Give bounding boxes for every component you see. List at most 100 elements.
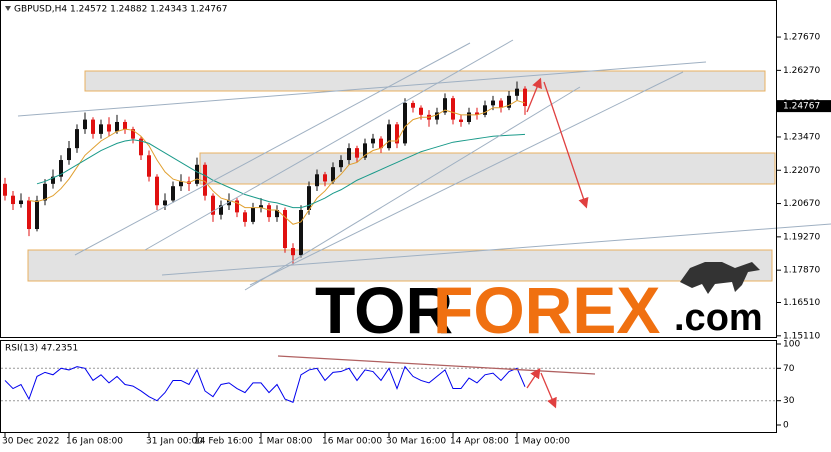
candle-body — [283, 209, 287, 249]
candle-body — [3, 183, 7, 196]
moving-average — [28, 100, 526, 225]
candle-body — [515, 88, 519, 96]
candle-body — [395, 124, 399, 144]
trend-line — [249, 71, 684, 286]
y-tick-label: 1.15110 — [783, 331, 820, 341]
candle-body — [435, 112, 439, 120]
x-tick-label: 14 Apr 08:00 — [450, 437, 509, 447]
candle-body — [331, 167, 335, 182]
candle-body — [67, 148, 71, 161]
candle-body — [211, 195, 215, 215]
x-tick-label: 1 Mar 08:00 — [258, 437, 313, 447]
y-tick-label: 70 — [783, 364, 795, 374]
arrow-up — [526, 77, 542, 113]
rsi-arrow-down — [540, 372, 557, 409]
candle-body — [403, 102, 407, 144]
watermark-forex: FOREX — [433, 273, 660, 347]
candle-body — [59, 160, 63, 177]
y-tick-label: 100 — [783, 340, 800, 350]
candle-body — [475, 112, 479, 115]
candle-body — [411, 102, 415, 108]
candle-body — [219, 205, 223, 215]
y-tick-label: 1.22070 — [783, 166, 820, 176]
rsi-line — [4, 365, 526, 403]
y-tick-label: 1.19270 — [783, 232, 820, 242]
candle-body — [507, 95, 511, 108]
support-zone — [27, 249, 773, 282]
candle-body — [155, 176, 159, 206]
price-box — [777, 100, 831, 113]
candle-body — [275, 209, 279, 218]
candle-body — [451, 98, 455, 120]
x-tick-label: 16 Jan 08:00 — [66, 437, 123, 447]
candle-body — [291, 248, 295, 256]
candle-body — [107, 124, 111, 132]
x-tick-label: 31 Jan 00:00 — [146, 437, 203, 447]
y-tick-label: 30 — [783, 396, 795, 406]
candle-body — [315, 174, 319, 187]
candle-body — [91, 119, 95, 134]
candle-body — [363, 143, 367, 158]
y-tick-label: 1.16510 — [783, 298, 820, 308]
trend-line — [17, 61, 707, 117]
candle-body — [339, 160, 343, 168]
y-tick-label: 1.27670 — [783, 33, 820, 43]
x-tick-label: 30 Dec 2022 — [2, 437, 60, 447]
y-tick-label: 0 — [783, 421, 789, 431]
chart-title: GBPUSD,H4 1.24572 1.24882 1.24343 1.2476… — [14, 5, 227, 15]
y-tick-label: 1.26270 — [783, 66, 820, 76]
trend-line — [244, 86, 581, 291]
candle-body — [243, 212, 247, 222]
trend-line — [161, 223, 831, 276]
x-tick-label: 1 May 00:00 — [514, 437, 570, 447]
moving-average — [36, 133, 526, 209]
y-tick-label: 1.17870 — [783, 266, 820, 276]
candle-body — [123, 121, 127, 130]
y-tick-label: 1.23470 — [783, 132, 820, 142]
candle-body — [371, 138, 375, 144]
trend-line — [144, 39, 514, 251]
arrow-down — [543, 81, 589, 209]
rsi-frame — [0, 340, 777, 433]
candle-body — [147, 155, 151, 177]
candle-body — [179, 181, 183, 187]
forecast-arrows — [277, 77, 596, 409]
candle-body — [171, 186, 175, 201]
candle-body — [323, 174, 327, 182]
y-tick-label: 1.20670 — [783, 199, 820, 209]
rsi-trend-line — [277, 355, 596, 375]
trend-lines — [17, 39, 831, 291]
bull-logo — [680, 262, 760, 294]
candle-body — [443, 98, 447, 113]
candle-body — [355, 148, 359, 158]
candle-body — [267, 205, 271, 218]
candle-body — [131, 129, 135, 139]
candle-body — [83, 119, 87, 130]
current-price: 1.24767 — [783, 102, 820, 112]
candle-body — [195, 164, 199, 184]
candle-body — [483, 105, 487, 115]
watermark-suffix: .com — [674, 297, 763, 339]
candle-body — [51, 176, 55, 184]
candle-body — [35, 200, 39, 230]
candle-body — [307, 186, 311, 210]
x-tick-label: 16 Mar 00:00 — [322, 437, 382, 447]
symbol-icon — [5, 6, 11, 11]
candle-body — [235, 200, 239, 213]
candle-body — [27, 200, 31, 230]
candle-body — [99, 124, 103, 134]
candle-body — [139, 138, 143, 156]
candle-body — [299, 209, 303, 256]
x-tick-label: 14 Feb 16:00 — [194, 437, 253, 447]
candle-body — [115, 121, 119, 132]
candle-body — [19, 200, 23, 205]
candle-body — [251, 207, 255, 222]
rsi-title: RSI(13) 47.2351 — [5, 344, 78, 354]
candle-body — [11, 195, 15, 205]
x-tick-label: 30 Mar 16:00 — [386, 437, 446, 447]
candle-body — [163, 200, 167, 206]
candle-body — [467, 112, 471, 122]
candle-body — [419, 107, 423, 115]
candle-body — [459, 119, 463, 122]
